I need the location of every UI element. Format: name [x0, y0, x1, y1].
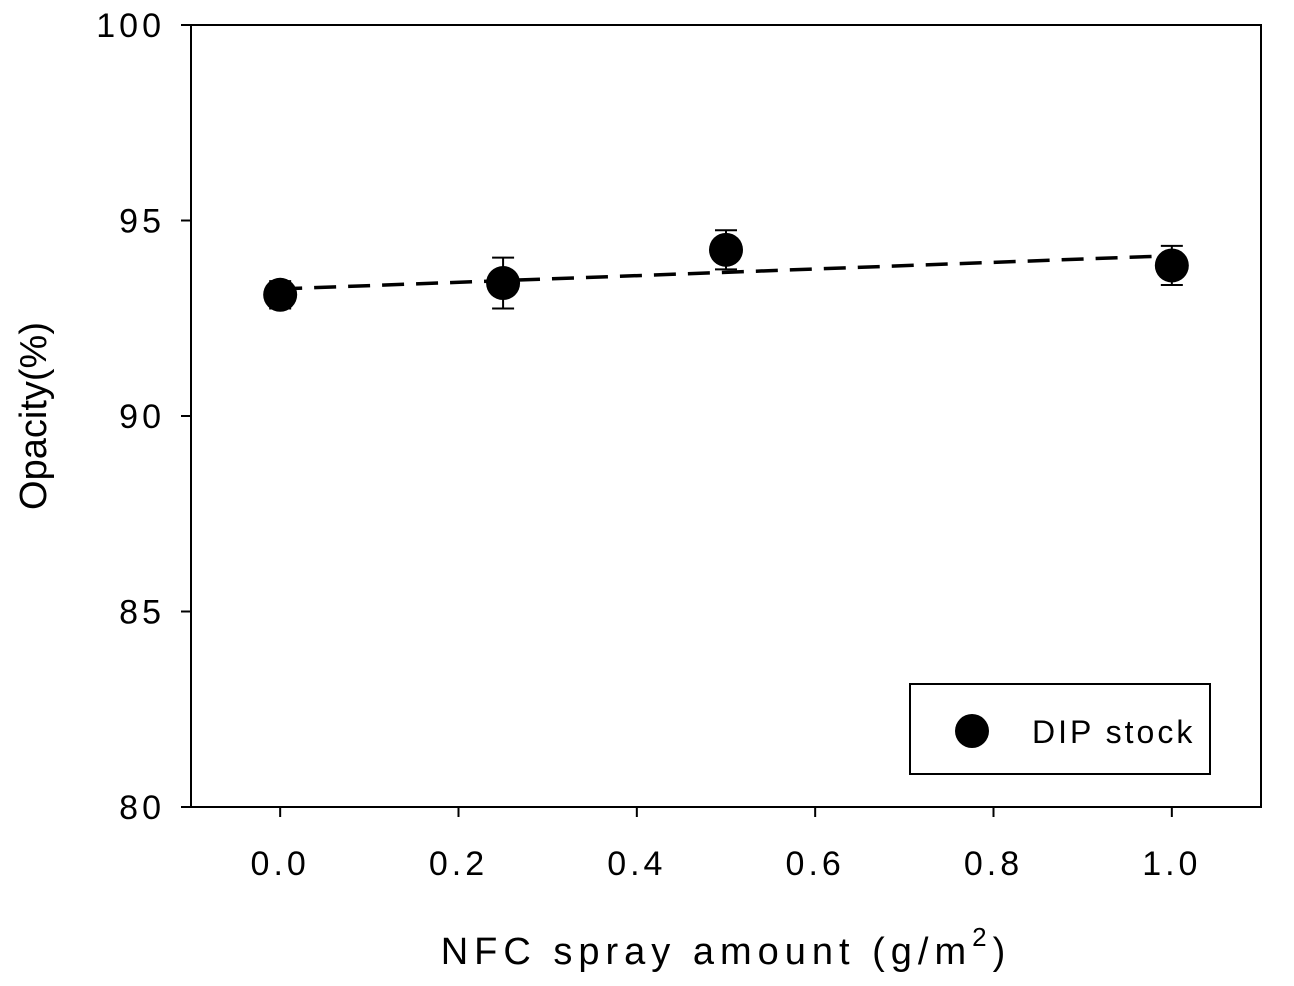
x-tick-label: 0.2 [429, 845, 488, 883]
legend-label: DIP stock [1032, 714, 1195, 750]
data-points-group [263, 229, 1189, 312]
x-tick-label: 0.8 [964, 845, 1023, 883]
trendline-group [280, 253, 1172, 291]
x-axis-title-main: NFC spray amount (g/m [441, 931, 972, 973]
y-axis-ticks: 80 85 90 95 100 [96, 7, 191, 827]
y-tick-label: 85 [119, 594, 165, 632]
x-tick-label: 0.0 [251, 845, 310, 883]
trendline [280, 253, 1172, 291]
x-axis-ticks: 0.0 0.2 0.4 0.6 0.8 1.0 [251, 807, 1201, 883]
legend-marker [955, 714, 989, 748]
x-tick-label: 0.4 [607, 845, 666, 883]
data-point [1154, 248, 1189, 283]
legend: DIP stock [909, 683, 1211, 775]
y-axis-title: Opacity(%) [13, 322, 55, 510]
data-point [263, 277, 298, 312]
data-point [486, 266, 521, 301]
y-tick-label: 95 [119, 203, 165, 241]
x-axis-title-suffix: ) [993, 931, 1012, 973]
data-point [709, 232, 743, 267]
x-tick-label: 1.0 [1142, 845, 1201, 883]
y-tick-label: 80 [119, 789, 165, 827]
y-tick-label: 90 [119, 398, 165, 436]
y-tick-label: 100 [96, 7, 165, 45]
x-tick-label: 0.6 [786, 845, 845, 883]
x-axis-title: NFC spray amount (g/m2) [441, 922, 1012, 973]
x-axis-title-superscript: 2 [972, 922, 992, 952]
